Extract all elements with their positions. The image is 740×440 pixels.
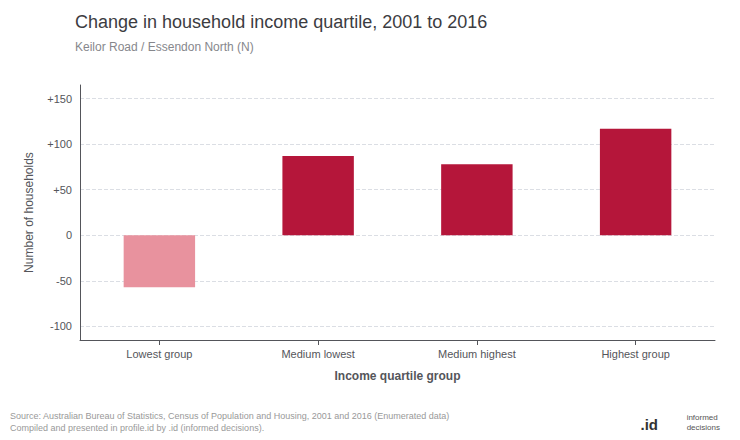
svg-text:.id: .id [641, 416, 659, 433]
svg-text:decisions: decisions [687, 423, 720, 432]
svg-text:Number of households: Number of households [22, 152, 36, 273]
svg-text:Income quartile group: Income quartile group [334, 369, 460, 383]
svg-text:+100: +100 [47, 138, 72, 150]
svg-text:Medium lowest: Medium lowest [281, 348, 354, 360]
svg-text:Keilor Road / Essendon North (: Keilor Road / Essendon North (N) [75, 40, 254, 54]
svg-text:Compiled and presented in prof: Compiled and presented in profile.id by … [10, 423, 264, 433]
svg-text:Medium highest: Medium highest [438, 348, 516, 360]
svg-text:Lowest group: Lowest group [126, 348, 192, 360]
svg-text:Change in household income qua: Change in household income quartile, 200… [75, 12, 487, 32]
svg-text:-50: -50 [56, 275, 72, 287]
svg-text:+50: +50 [53, 184, 72, 196]
svg-text:-100: -100 [50, 320, 72, 332]
svg-text:+150: +150 [47, 93, 72, 105]
svg-text:Highest group: Highest group [601, 348, 670, 360]
svg-text:Source: Australian Bureau of S: Source: Australian Bureau of Statistics,… [10, 411, 449, 421]
svg-text:0: 0 [66, 229, 72, 241]
svg-text:informed: informed [687, 413, 718, 422]
